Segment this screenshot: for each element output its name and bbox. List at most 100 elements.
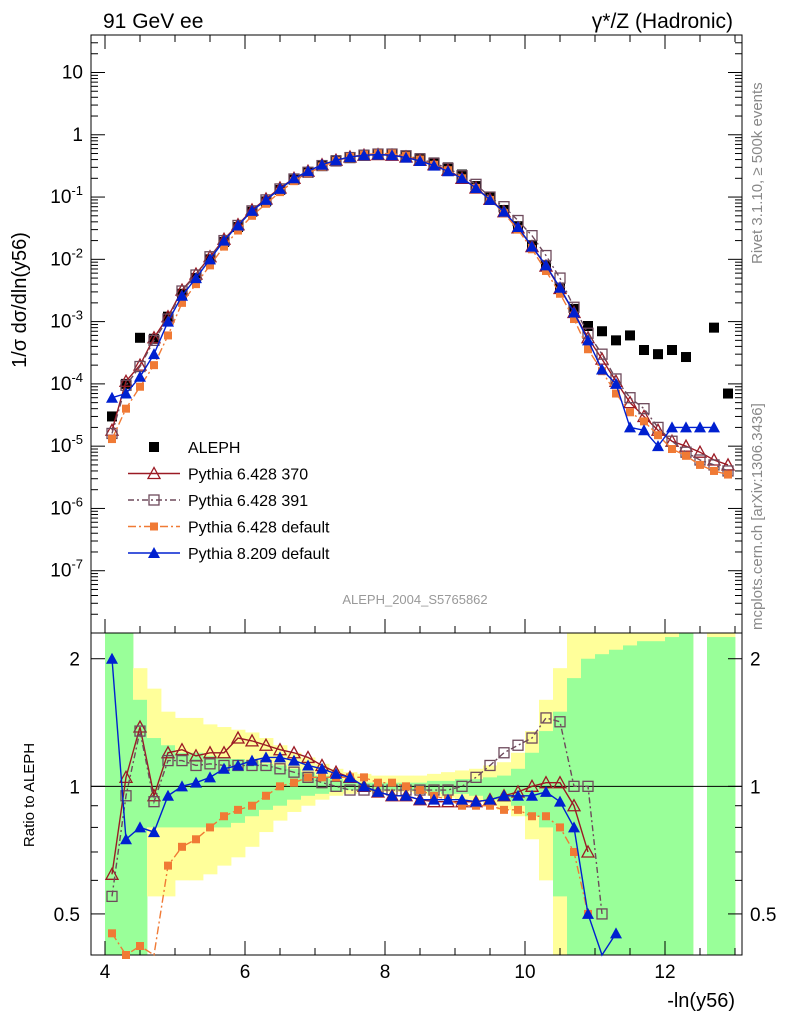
point-pythia-6-428-default xyxy=(136,942,144,951)
point-pythia-8-209-default xyxy=(568,306,580,318)
point-pythia-8-209-default xyxy=(428,793,440,805)
point-pythia-6-428-370 xyxy=(202,745,218,759)
point-pythia-6-428-default xyxy=(164,331,172,340)
point-pythia-8-209-default xyxy=(414,793,426,805)
point-pythia-6-428-default xyxy=(402,782,410,791)
point-pythia-6-428-391 xyxy=(176,754,188,767)
point-pythia-6-428-default xyxy=(206,261,214,270)
point-pythia-6-428-391 xyxy=(596,908,608,920)
band-green xyxy=(147,738,162,828)
point-pythia-8-209-default xyxy=(708,421,720,433)
point-aleph xyxy=(653,349,663,360)
point-pythia-6-428-391 xyxy=(526,732,538,744)
point-pythia-6-428-default xyxy=(668,445,676,454)
point-pythia-8-209-default xyxy=(260,193,272,205)
point-pythia-8-209-default xyxy=(386,149,398,161)
point-pythia-6-428-default xyxy=(584,345,592,354)
point-pythia-6-428-default xyxy=(374,778,382,787)
series-line-pythia-6-428-default xyxy=(111,776,589,957)
band-green xyxy=(595,654,610,955)
point-aleph xyxy=(611,335,621,346)
point-pythia-8-209-default xyxy=(582,907,594,919)
point-pythia-8-209-default xyxy=(148,826,160,838)
point-pythia-8-209-default xyxy=(526,789,538,801)
point-pythia-6-428-370 xyxy=(720,457,736,471)
series-line-pythia-6-428-default xyxy=(111,152,729,476)
point-pythia-8-209-default xyxy=(386,789,398,801)
point-pythia-8-209-default xyxy=(554,795,566,807)
point-pythia-6-428-370 xyxy=(566,798,582,812)
top-y-tick-label: 10-1 xyxy=(50,183,83,208)
point-pythia-6-428-391 xyxy=(554,716,566,728)
band-green xyxy=(721,637,736,955)
top-y-tick-label: 10-4 xyxy=(50,370,83,395)
point-pythia-6-428-default xyxy=(178,842,186,851)
point-pythia-6-428-370 xyxy=(104,866,120,880)
point-pythia-6-428-default xyxy=(724,470,732,479)
point-pythia-8-209-default xyxy=(134,821,146,833)
point-aleph xyxy=(667,345,677,356)
point-aleph xyxy=(639,345,649,356)
point-aleph xyxy=(121,378,131,389)
point-pythia-6-428-default xyxy=(178,298,186,307)
point-pythia-8-209-default xyxy=(470,181,482,193)
point-pythia-6-428-default xyxy=(192,280,200,289)
point-pythia-6-428-391 xyxy=(484,759,496,772)
series-line-pythia-6-428-370 xyxy=(111,153,729,466)
point-pythia-8-209-default xyxy=(554,281,566,293)
band-green xyxy=(329,779,344,792)
point-pythia-6-428-391 xyxy=(512,739,524,751)
point-pythia-8-209-default xyxy=(610,927,622,939)
legend: ALEPH Pythia 6.428 370 Pythia 6.428 391 Pyt… xyxy=(128,440,330,563)
legend-label-pythia-6-428-default: Pythia 6.428 default xyxy=(188,520,330,537)
point-pythia-6-428-default xyxy=(220,242,228,251)
point-pythia-6-428-391 xyxy=(638,403,650,415)
point-pythia-6-428-370 xyxy=(258,737,274,751)
point-pythia-8-209-default xyxy=(120,833,132,845)
point-pythia-6-428-default xyxy=(514,805,522,814)
header-left: 91 GeV ee xyxy=(103,10,203,33)
band-green xyxy=(567,678,582,955)
point-pythia-6-428-391 xyxy=(470,771,482,783)
point-pythia-6-428-default xyxy=(626,408,634,417)
point-pythia-8-209-default xyxy=(512,221,524,233)
ratio-frame xyxy=(90,632,743,956)
point-pythia-8-209-default xyxy=(456,793,468,805)
top-y-label: 1/σ dσ/dln(y56) xyxy=(9,232,31,368)
point-pythia-6-428-391 xyxy=(106,890,118,903)
point-pythia-6-428-391 xyxy=(596,348,608,360)
point-pythia-6-428-default xyxy=(528,812,536,821)
point-pythia-6-428-default xyxy=(654,431,662,440)
point-pythia-8-209-default xyxy=(680,421,692,433)
point-pythia-8-209-default xyxy=(638,424,650,436)
point-pythia-8-209-default xyxy=(204,253,216,265)
band-green xyxy=(665,637,680,955)
point-pythia-6-428-370 xyxy=(580,844,596,858)
point-pythia-8-209-default xyxy=(120,387,132,399)
point-pythia-8-209-default xyxy=(260,751,272,763)
point-pythia-6-428-default xyxy=(360,773,368,782)
point-pythia-6-428-391 xyxy=(540,712,552,724)
point-aleph xyxy=(625,330,635,341)
point-pythia-8-209-default xyxy=(204,771,216,783)
series-line-pythia-6-428-391 xyxy=(111,153,729,472)
legend-label-pythia-6-428-370: Pythia 6.428 370 xyxy=(188,467,308,484)
point-pythia-8-209-default xyxy=(400,789,412,801)
point-pythia-8-209-default xyxy=(106,391,118,403)
point-pythia-6-428-default xyxy=(458,801,466,810)
point-pythia-6-428-default xyxy=(682,451,690,460)
point-pythia-8-209-default xyxy=(610,377,622,389)
point-pythia-8-209-default xyxy=(400,151,412,163)
point-pythia-8-209-default xyxy=(526,240,538,252)
point-pythia-6-428-370 xyxy=(244,733,260,747)
point-pythia-6-428-370 xyxy=(146,330,162,344)
point-pythia-8-209-default xyxy=(162,315,174,327)
point-pythia-6-428-default xyxy=(486,801,494,810)
x-tick-label: 6 xyxy=(240,962,251,983)
top-y-tick-label: 10 xyxy=(62,62,83,83)
point-pythia-6-428-370 xyxy=(118,769,134,783)
point-pythia-6-428-391 xyxy=(204,758,216,770)
point-pythia-8-209-default xyxy=(344,150,356,162)
point-pythia-6-428-391 xyxy=(162,754,174,767)
point-pythia-6-428-default xyxy=(318,773,326,782)
